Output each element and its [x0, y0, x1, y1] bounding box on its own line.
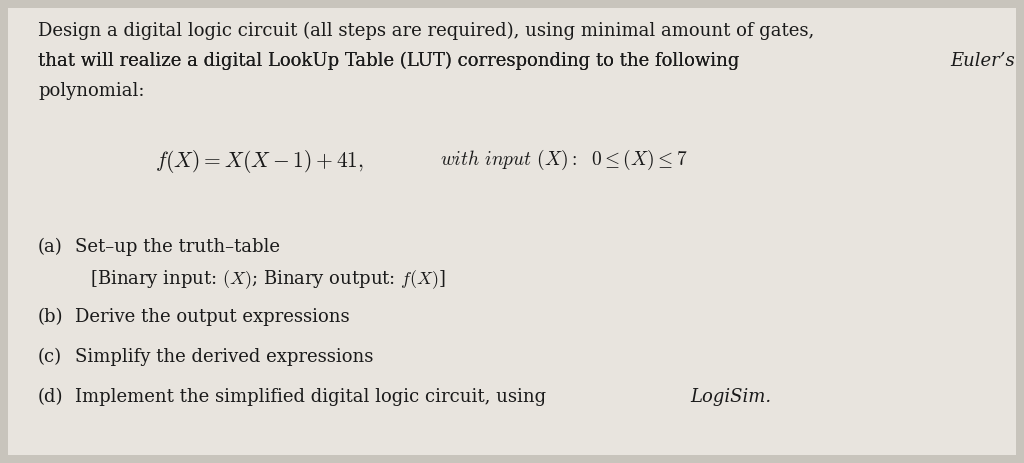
Text: Implement the simplified digital logic circuit, using: Implement the simplified digital logic c…: [75, 388, 552, 406]
Text: Simplify the derived expressions: Simplify the derived expressions: [75, 348, 374, 366]
Text: Set–up the truth–table: Set–up the truth–table: [75, 238, 280, 256]
Text: LogiSim.: LogiSim.: [690, 388, 771, 406]
Text: (a): (a): [38, 238, 62, 256]
Text: $f(X) = X(X-1)+41,$: $f(X) = X(X-1)+41,$: [155, 148, 364, 175]
Text: that will realize a digital LookUp Table (LUT) corresponding to the following: that will realize a digital LookUp Table…: [38, 52, 745, 70]
Text: (b): (b): [38, 308, 63, 326]
Text: (c): (c): [38, 348, 62, 366]
Text: $\mathit{with\ input}\ (X){:}\ \ 0 \leq (X) \leq 7$: $\mathit{with\ input}\ (X){:}\ \ 0 \leq …: [440, 148, 687, 172]
Text: Design a digital logic circuit (all steps are required), using minimal amount of: Design a digital logic circuit (all step…: [38, 22, 814, 40]
Text: that will realize a digital LookUp Table (LUT) corresponding to the following: that will realize a digital LookUp Table…: [38, 52, 745, 70]
Text: Derive the output expressions: Derive the output expressions: [75, 308, 349, 326]
Text: polynomial:: polynomial:: [38, 82, 144, 100]
Text: Euler’s: Euler’s: [950, 52, 1015, 70]
Text: (d): (d): [38, 388, 63, 406]
FancyBboxPatch shape: [8, 8, 1016, 455]
Text: [Binary input: $(X)$; Binary output: $f(X)$]: [Binary input: $(X)$; Binary output: $f(…: [90, 268, 445, 291]
